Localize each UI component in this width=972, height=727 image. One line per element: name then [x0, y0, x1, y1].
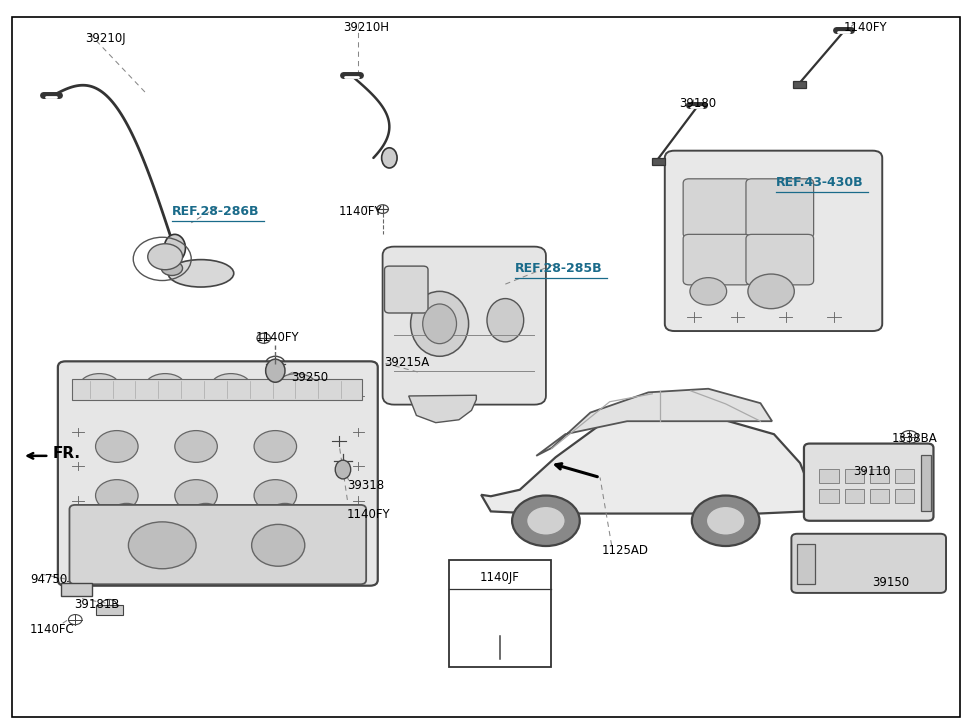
Ellipse shape [747, 274, 794, 309]
FancyBboxPatch shape [791, 534, 946, 593]
Text: 39318: 39318 [347, 479, 384, 492]
Ellipse shape [690, 278, 727, 305]
Circle shape [254, 480, 296, 511]
Ellipse shape [423, 304, 457, 344]
Ellipse shape [183, 504, 229, 553]
Text: 39210J: 39210J [85, 32, 125, 44]
Text: 1140FY: 1140FY [844, 21, 887, 34]
Text: REF.28-286B: REF.28-286B [172, 205, 260, 218]
Bar [870, 469, 889, 483]
Ellipse shape [276, 374, 317, 400]
Ellipse shape [168, 260, 233, 287]
Bar [797, 544, 815, 584]
Ellipse shape [265, 359, 285, 382]
Bar [61, 583, 91, 596]
Ellipse shape [145, 374, 186, 400]
Ellipse shape [164, 234, 186, 262]
Ellipse shape [103, 504, 150, 553]
Ellipse shape [128, 522, 196, 569]
Text: 1338BA: 1338BA [892, 432, 938, 445]
Text: 1140FY: 1140FY [347, 507, 391, 521]
Ellipse shape [261, 504, 308, 553]
Text: 39150: 39150 [873, 577, 910, 590]
FancyBboxPatch shape [746, 234, 814, 285]
Text: FR.: FR. [53, 446, 81, 461]
Bar [845, 489, 864, 504]
Bar [793, 81, 806, 88]
Ellipse shape [211, 374, 251, 400]
Text: 39250: 39250 [291, 371, 328, 384]
Ellipse shape [79, 374, 120, 400]
Bar [819, 489, 839, 504]
Text: REF.43-430B: REF.43-430B [776, 176, 863, 189]
Bar [652, 158, 665, 165]
Circle shape [175, 480, 218, 511]
Bar [72, 379, 363, 400]
Circle shape [95, 430, 138, 462]
Polygon shape [481, 412, 813, 513]
Circle shape [148, 244, 183, 270]
FancyBboxPatch shape [665, 150, 883, 331]
Circle shape [512, 496, 579, 546]
Circle shape [707, 506, 745, 535]
Bar [870, 489, 889, 504]
FancyBboxPatch shape [683, 179, 750, 238]
Ellipse shape [382, 148, 398, 168]
FancyBboxPatch shape [385, 266, 428, 313]
FancyBboxPatch shape [69, 505, 366, 585]
Text: 39180: 39180 [679, 97, 716, 110]
Text: 39181B: 39181B [74, 598, 120, 611]
Circle shape [95, 480, 138, 511]
FancyBboxPatch shape [683, 234, 750, 285]
FancyBboxPatch shape [804, 443, 933, 521]
Ellipse shape [161, 261, 183, 276]
Polygon shape [537, 389, 772, 456]
Text: 1140FC: 1140FC [30, 623, 75, 636]
Circle shape [527, 506, 566, 535]
Circle shape [175, 430, 218, 462]
FancyBboxPatch shape [58, 361, 378, 586]
Ellipse shape [252, 524, 305, 566]
Text: 94750: 94750 [30, 573, 67, 586]
Polygon shape [408, 395, 476, 422]
Bar [895, 469, 914, 483]
Text: 39215A: 39215A [385, 356, 430, 369]
Bar [819, 469, 839, 483]
Bar [895, 489, 914, 504]
FancyBboxPatch shape [746, 179, 814, 238]
Text: 39110: 39110 [853, 465, 890, 478]
Ellipse shape [335, 460, 351, 479]
FancyBboxPatch shape [383, 246, 546, 405]
Bar [920, 455, 930, 511]
Text: 1140FY: 1140FY [339, 205, 383, 218]
Ellipse shape [410, 292, 469, 356]
Text: 1140JF: 1140JF [480, 571, 520, 585]
Ellipse shape [487, 299, 524, 342]
Bar [95, 605, 122, 614]
Text: 39210H: 39210H [343, 21, 389, 34]
Text: 1125AD: 1125AD [602, 544, 649, 557]
Bar [845, 469, 864, 483]
Circle shape [254, 430, 296, 462]
Circle shape [692, 496, 759, 546]
Text: REF.28-285B: REF.28-285B [515, 262, 603, 276]
Text: 1140FY: 1140FY [256, 331, 299, 344]
Bar [449, 560, 551, 667]
